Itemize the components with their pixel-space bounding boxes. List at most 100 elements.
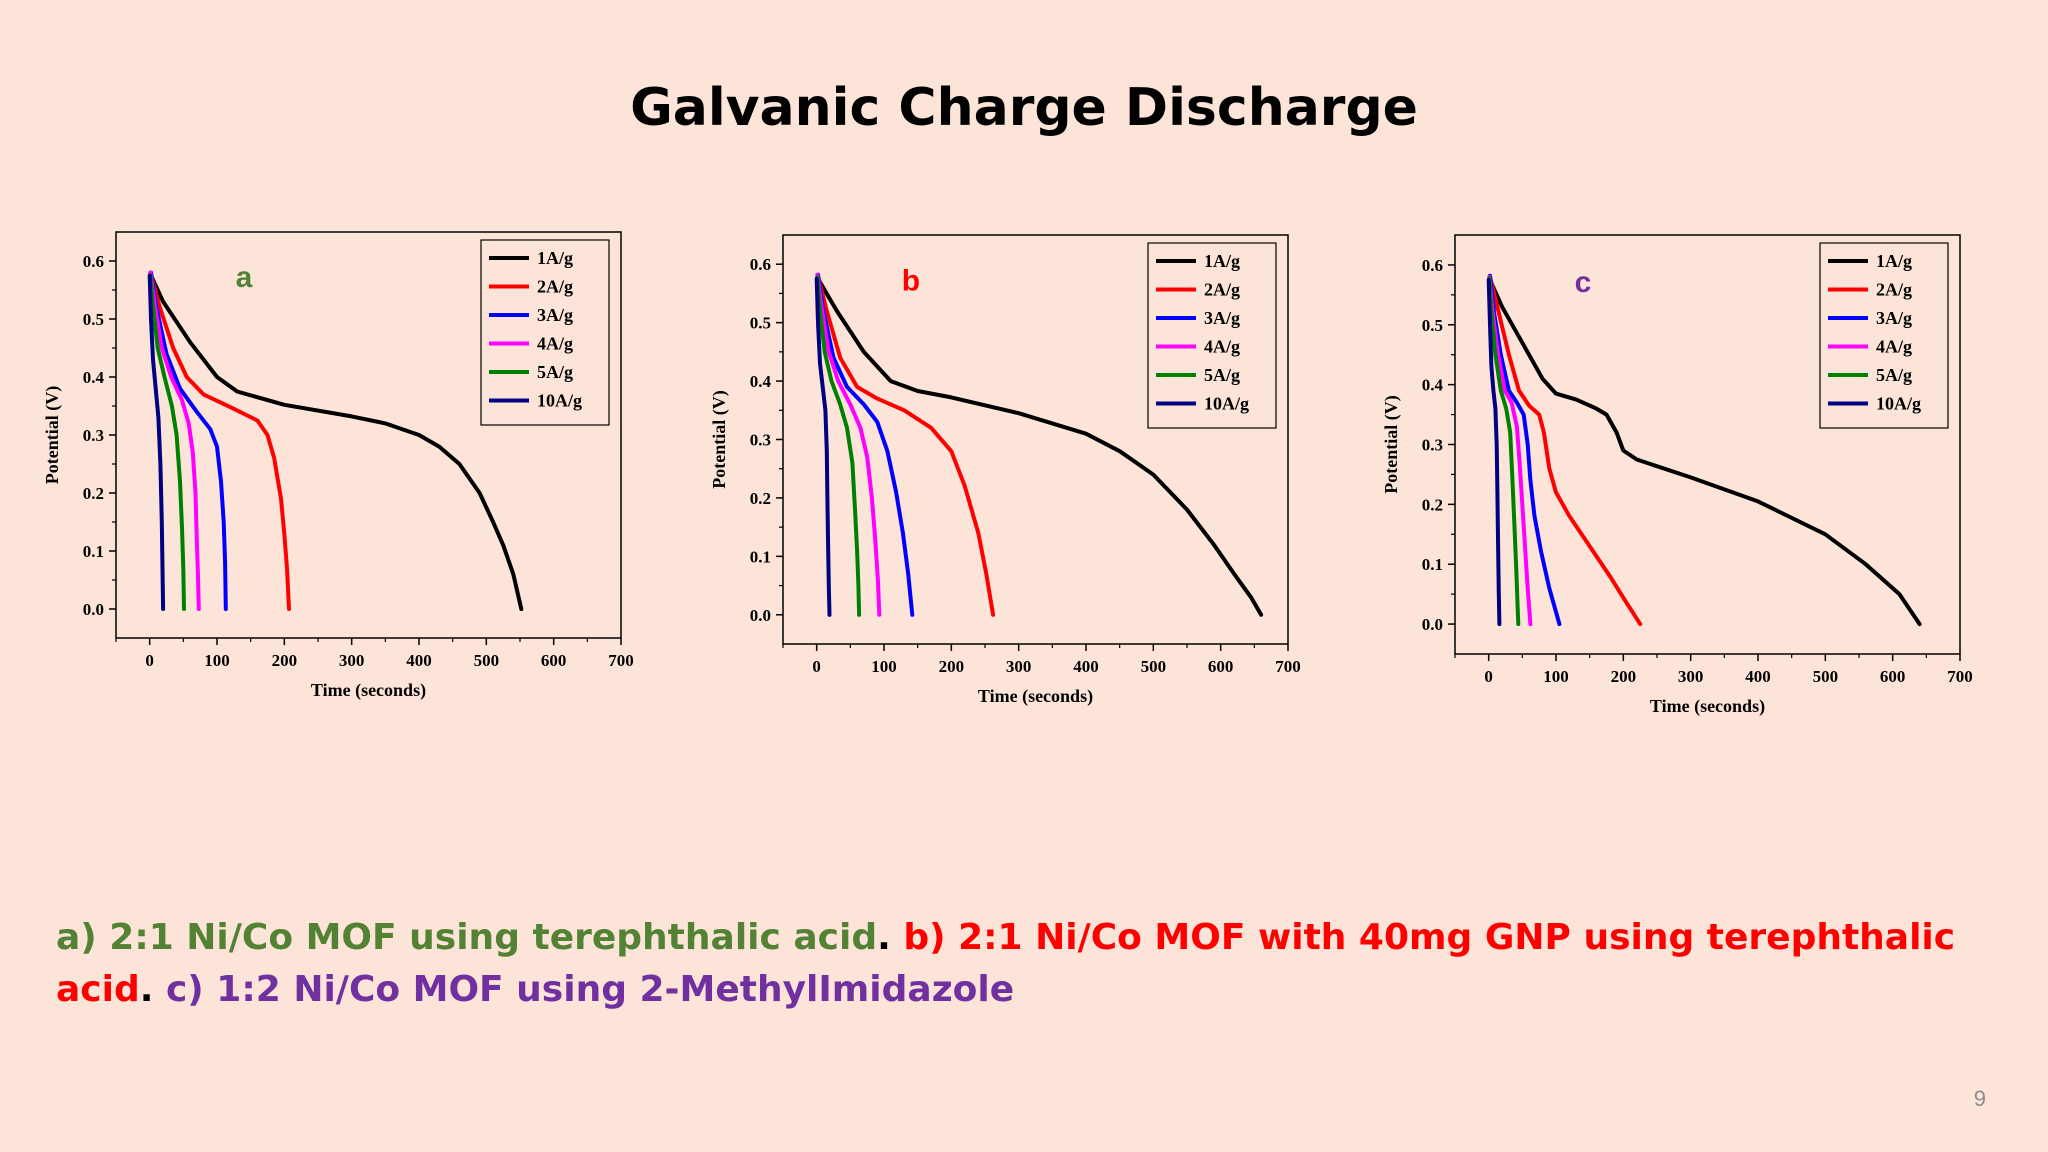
x-tick-label: 500 xyxy=(474,651,500,670)
y-tick-label: 0.3 xyxy=(750,431,771,450)
y-axis-label: Potential (V) xyxy=(709,390,730,488)
legend-label: 5A/g xyxy=(537,362,573,382)
legend-label: 2A/g xyxy=(537,277,573,297)
chart-c-svg: 0 100 200 300 400 500 600 700 0.0 0.1 0.2 0.3 0.4 0.5… xyxy=(1381,234,1973,717)
legend-label: 4A/g xyxy=(537,334,573,354)
panel-label: b xyxy=(902,265,920,298)
series-line xyxy=(816,276,1264,617)
y-tick-label: 0.2 xyxy=(1422,495,1443,514)
y-tick-label: 0.5 xyxy=(83,310,104,329)
legend-label: 2A/g xyxy=(1876,280,1912,300)
x-tick-label: 400 xyxy=(406,651,432,670)
caption-part-c: c) 1:2 Ni/Co MOF using 2-MethylImidazole xyxy=(165,969,1015,1010)
panel-label: c xyxy=(1575,266,1592,299)
page-number: 9 xyxy=(1973,1086,1986,1111)
chart-panel-c: 0 100 200 300 400 500 600 700 0.0 0.1 0.2 0.3 0.4 0.5… xyxy=(1365,234,1995,725)
series-line xyxy=(1488,273,1562,627)
chart-b-svg: 0 100 200 300 400 500 600 700 0.0 0.1 0.2 0.3 0.4 0.5… xyxy=(709,234,1301,707)
legend-label: 2A/g xyxy=(1204,280,1240,300)
legend-label: 10A/g xyxy=(1204,394,1249,414)
legend-label: 1A/g xyxy=(1204,251,1240,271)
y-tick-label: 0.2 xyxy=(750,489,771,508)
y-tick-label: 0.6 xyxy=(1422,256,1443,275)
y-tick-label: 0.6 xyxy=(750,255,771,274)
legend-label: 1A/g xyxy=(1876,251,1912,271)
x-tick-label: 0 xyxy=(1484,667,1493,686)
legend-box xyxy=(1147,242,1277,429)
plot-group: 0 100 200 300 400 500 600 700 0.0 0.1 0.2 0.3 0.4 0.5… xyxy=(709,234,1301,707)
x-tick-label: 500 xyxy=(1813,667,1839,686)
legend-label: 3A/g xyxy=(537,305,573,325)
plot-group: 0 100 200 300 400 500 600 700 0.0 0.1 0.2 0.3 0.4 0.5… xyxy=(42,231,634,701)
x-tick-label: 500 xyxy=(1141,657,1167,676)
y-tick-label: 0.0 xyxy=(750,606,771,625)
y-axis-label: Potential (V) xyxy=(42,386,63,484)
legend-label: 5A/g xyxy=(1876,365,1912,385)
series-line xyxy=(816,273,996,617)
x-tick-label: 0 xyxy=(812,657,821,676)
x-tick-label: 400 xyxy=(1745,667,1771,686)
x-tick-label: 200 xyxy=(939,657,965,676)
series-line xyxy=(1487,274,1533,627)
x-tick-label: 300 xyxy=(1006,657,1032,676)
y-tick-label: 0.3 xyxy=(1422,436,1443,455)
legend-label: 1A/g xyxy=(537,248,573,268)
series-line xyxy=(815,272,882,617)
legend-label: 3A/g xyxy=(1876,308,1912,328)
legend: 1A/g 2A/g 3A/g 4A/g 5A/g 10A/g xyxy=(480,239,610,426)
y-tick-label: 0.0 xyxy=(83,600,104,619)
series-line xyxy=(1486,277,1502,627)
series-line xyxy=(149,270,228,611)
y-axis-label: Potential (V) xyxy=(1381,395,1402,493)
chart-a-svg: 0 100 200 300 400 500 600 700 0.0 0.1 0.2 0.3 0.4 0.5… xyxy=(42,231,634,701)
y-tick-label: 0.2 xyxy=(83,484,104,503)
legend: 1A/g 2A/g 3A/g 4A/g 5A/g 10A/g xyxy=(1147,242,1277,429)
chart-panel-b: 0 100 200 300 400 500 600 700 0.0 0.1 0.2 0.3 0.4 0.5… xyxy=(695,234,1325,715)
y-tick-label: 0.4 xyxy=(1422,376,1444,395)
legend-label: 3A/g xyxy=(1204,308,1240,328)
slide-title: Galvanic Charge Discharge xyxy=(630,78,1418,138)
x-tick-label: 700 xyxy=(608,651,634,670)
legend-label: 5A/g xyxy=(1204,365,1240,385)
legend-label: 4A/g xyxy=(1204,337,1240,357)
figure-caption: a) 2:1 Ni/Co MOF using terephthalic acid… xyxy=(56,912,2016,1016)
y-tick-label: 0.5 xyxy=(750,314,771,333)
panel-label: a xyxy=(236,261,253,294)
x-axis-label: Time (seconds) xyxy=(1650,696,1765,717)
plot-group: 0 100 200 300 400 500 600 700 0.0 0.1 0.2 0.3 0.4 0.5… xyxy=(1381,234,1973,717)
series-line xyxy=(149,273,524,611)
legend-box xyxy=(480,239,610,426)
x-tick-label: 600 xyxy=(1208,657,1234,676)
series-line xyxy=(816,272,915,617)
series-line xyxy=(814,276,832,617)
series-line xyxy=(1488,277,1922,627)
series-line xyxy=(1487,276,1521,627)
x-tick-label: 700 xyxy=(1275,657,1301,676)
y-tick-label: 0.4 xyxy=(750,372,772,391)
x-tick-label: 700 xyxy=(1947,667,1973,686)
x-tick-label: 100 xyxy=(1543,667,1569,686)
y-tick-label: 0.1 xyxy=(83,542,104,561)
series-line xyxy=(1488,274,1643,627)
series-line xyxy=(148,273,186,611)
y-tick-label: 0.6 xyxy=(83,252,104,271)
legend: 1A/g 2A/g 3A/g 4A/g 5A/g 10A/g xyxy=(1819,242,1949,429)
x-tick-label: 600 xyxy=(541,651,567,670)
y-tick-label: 0.1 xyxy=(750,547,771,566)
caption-part-b: b) 2:1 Ni/Co MOF with 40mg GNP using ter… xyxy=(56,917,1956,1010)
caption-part-a: a) 2:1 Ni/Co MOF using terephthalic acid xyxy=(56,917,878,958)
x-tick-label: 200 xyxy=(272,651,298,670)
series-line xyxy=(147,273,166,611)
x-tick-label: 200 xyxy=(1611,667,1637,686)
x-tick-label: 0 xyxy=(145,651,154,670)
x-tick-label: 100 xyxy=(204,651,230,670)
caption-sep-2: . xyxy=(139,969,166,1010)
x-tick-label: 300 xyxy=(339,651,365,670)
legend-box xyxy=(1819,242,1949,429)
caption-sep-1: . xyxy=(877,917,904,958)
series-line xyxy=(815,275,862,617)
x-tick-label: 600 xyxy=(1880,667,1906,686)
y-tick-label: 0.5 xyxy=(1422,316,1443,335)
y-tick-label: 0.0 xyxy=(1422,615,1443,634)
legend-label: 10A/g xyxy=(1876,394,1921,414)
